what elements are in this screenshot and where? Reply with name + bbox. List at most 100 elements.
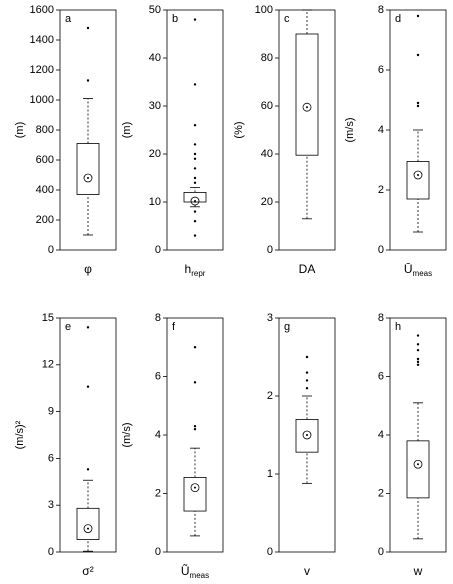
x-axis-label: hrepr [185, 262, 206, 278]
y-tick-label: 0 [267, 244, 273, 256]
median-marker [302, 430, 312, 440]
x-axis-label: Ũmeas [181, 563, 209, 580]
outlier [193, 234, 197, 237]
outlier [86, 468, 90, 471]
y-axis-label: (m/s) [121, 422, 133, 447]
median-dot [417, 463, 419, 466]
x-axis-label-main: Ũ [181, 563, 190, 578]
y-tick-label: 1000 [30, 94, 54, 106]
y-tick-label: 1200 [30, 64, 54, 76]
y-tick-label: 6 [48, 452, 54, 464]
median-marker [190, 196, 200, 206]
y-tick-label: 100 [255, 4, 273, 16]
y-tick-label: 30 [149, 100, 161, 112]
panel-letter: f [172, 321, 176, 333]
median-dot [194, 486, 196, 489]
outlier [193, 381, 197, 384]
median-dot [87, 177, 89, 179]
outlier [305, 379, 309, 382]
median-marker [302, 102, 312, 112]
plot-frame [278, 317, 336, 553]
outlier [416, 14, 420, 18]
y-tick-label: 6 [378, 64, 384, 76]
panel-letter: c [284, 13, 290, 25]
median-dot [194, 200, 196, 203]
outlier [416, 357, 420, 361]
outlier [193, 181, 197, 184]
y-tick-label: 0 [378, 546, 384, 558]
plot-frame [59, 317, 117, 553]
y-tick-label: 600 [36, 154, 54, 166]
outlier [86, 26, 90, 30]
outlier [193, 210, 197, 213]
y-tick-label: 15 [42, 312, 54, 324]
box [76, 507, 100, 540]
y-tick-label: 80 [261, 52, 273, 64]
y-tick-label: 1600 [30, 4, 54, 16]
y-tick-label: 2 [267, 390, 273, 402]
outlier [86, 385, 90, 388]
y-tick-label: 0 [48, 546, 54, 558]
y-tick-label: 0 [155, 244, 161, 256]
panel-letter: d [395, 13, 401, 25]
outlier [416, 334, 420, 337]
outlier [305, 371, 309, 374]
outlier [416, 101, 420, 105]
x-axis-label: v [304, 564, 310, 578]
panel-letter: b [172, 13, 178, 25]
outlier [416, 104, 420, 108]
outlier [305, 387, 309, 390]
outlier [86, 326, 90, 329]
plot-frame [166, 9, 224, 251]
y-tick-label: 800 [36, 124, 54, 136]
x-axis-label-main: v [304, 564, 310, 578]
y-tick-label: 2 [378, 487, 384, 499]
x-axis-label: φ [84, 262, 92, 276]
outlier [193, 18, 197, 21]
y-tick-label: 8 [378, 312, 384, 324]
y-axis-label: (m/s) [344, 117, 356, 142]
outlier [416, 360, 420, 364]
outlier [193, 346, 197, 349]
y-tick-label: 20 [261, 196, 273, 208]
y-tick-label: 200 [36, 214, 54, 226]
y-tick-label: 0 [267, 546, 273, 558]
x-axis-label: DA [299, 262, 316, 276]
outlier [416, 343, 420, 346]
box [406, 161, 430, 200]
y-tick-label: 2 [155, 487, 161, 499]
x-axis-label-main: Ū [404, 262, 413, 276]
y-tick-label: 12 [42, 359, 54, 371]
outlier [193, 157, 197, 160]
x-axis-label-main: φ [84, 262, 92, 276]
y-tick-label: 6 [155, 370, 161, 382]
y-tick-label: 2 [378, 184, 384, 196]
median-marker [413, 170, 423, 180]
y-tick-label: 40 [261, 148, 273, 160]
y-tick-label: 4 [155, 429, 161, 441]
outlier [193, 427, 197, 431]
outlier [193, 143, 197, 146]
y-tick-label: 4 [378, 429, 384, 441]
median-dot [417, 174, 419, 176]
x-axis-label-sub: repr [191, 269, 206, 278]
y-tick-label: 0 [48, 244, 54, 256]
x-axis-label-sub: meas [413, 269, 433, 278]
x-axis-label: w [413, 564, 423, 578]
y-axis-label: (m) [121, 122, 133, 139]
median-dot [306, 434, 308, 436]
outlier [193, 167, 197, 170]
y-tick-label: 60 [261, 100, 273, 112]
y-tick-label: 9 [48, 406, 54, 418]
outlier [86, 79, 90, 82]
x-axis-label-sub: meas [190, 571, 210, 580]
y-tick-label: 1 [267, 468, 273, 480]
outlier [416, 53, 420, 57]
median-marker [190, 483, 200, 493]
x-axis-label: Ūmeas [404, 262, 432, 278]
outlier [193, 124, 197, 127]
outlier [193, 220, 197, 223]
x-axis-label-main: DA [299, 262, 316, 276]
x-axis-label-main: w [413, 564, 423, 578]
